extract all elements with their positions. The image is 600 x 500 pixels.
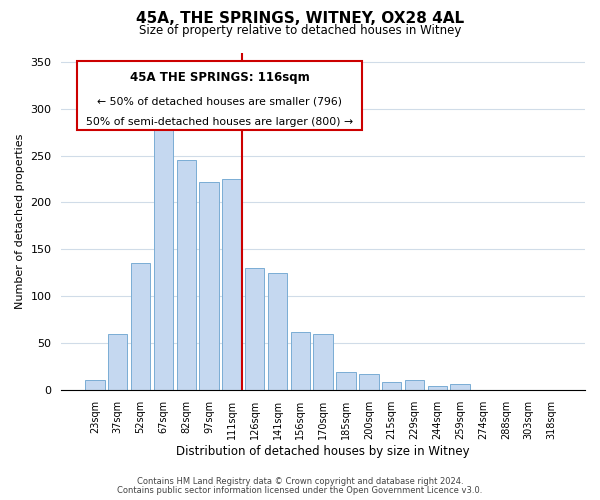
Bar <box>222 179 242 390</box>
Bar <box>290 332 310 390</box>
Bar <box>428 386 447 390</box>
Bar <box>359 374 379 390</box>
Bar <box>199 182 219 390</box>
Bar <box>154 130 173 390</box>
Bar <box>131 264 150 390</box>
Bar <box>313 334 333 390</box>
Text: ← 50% of detached houses are smaller (796): ← 50% of detached houses are smaller (79… <box>97 96 342 106</box>
Bar <box>382 382 401 390</box>
Text: 50% of semi-detached houses are larger (800) →: 50% of semi-detached houses are larger (… <box>86 116 353 126</box>
Y-axis label: Number of detached properties: Number of detached properties <box>15 134 25 309</box>
Text: Contains public sector information licensed under the Open Government Licence v3: Contains public sector information licen… <box>118 486 482 495</box>
Text: Contains HM Land Registry data © Crown copyright and database right 2024.: Contains HM Land Registry data © Crown c… <box>137 477 463 486</box>
Bar <box>268 272 287 390</box>
Bar <box>451 384 470 390</box>
Bar <box>108 334 127 390</box>
Bar <box>245 268 265 390</box>
Text: Size of property relative to detached houses in Witney: Size of property relative to detached ho… <box>139 24 461 37</box>
FancyBboxPatch shape <box>77 61 362 130</box>
X-axis label: Distribution of detached houses by size in Witney: Distribution of detached houses by size … <box>176 444 470 458</box>
Bar <box>85 380 104 390</box>
Bar <box>337 372 356 390</box>
Bar <box>405 380 424 390</box>
Bar <box>176 160 196 390</box>
Text: 45A THE SPRINGS: 116sqm: 45A THE SPRINGS: 116sqm <box>130 71 310 84</box>
Text: 45A, THE SPRINGS, WITNEY, OX28 4AL: 45A, THE SPRINGS, WITNEY, OX28 4AL <box>136 11 464 26</box>
